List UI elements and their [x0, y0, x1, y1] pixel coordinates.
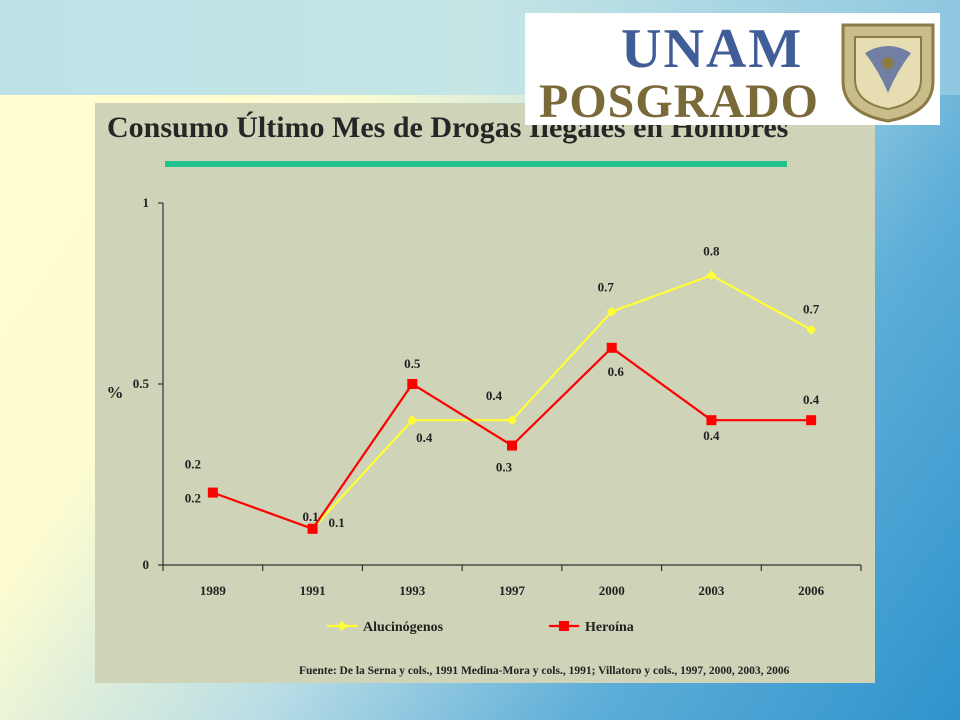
logo-text-top: UNAM — [621, 18, 803, 80]
y-tick-label: 0 — [143, 557, 150, 572]
unam-posgrado-logo: UNAM POSGRADO — [525, 13, 940, 125]
series-1-data-label: 0.4 — [703, 428, 720, 443]
legend-label-1: Heroína — [585, 620, 634, 635]
series-1-point — [507, 440, 517, 451]
series-1-data-label: 0.2 — [185, 491, 201, 506]
series-line-1 — [212, 346, 812, 531]
series-1-data-label: 0.3 — [496, 460, 513, 475]
series-1-data-label: 0.5 — [404, 356, 421, 371]
series-1-point — [559, 621, 569, 631]
series-1-data-label: 0.4 — [803, 392, 820, 407]
chart-panel: Consumo Último Mes de Drogas Ilegales en… — [95, 103, 875, 683]
series-0-point — [407, 415, 418, 426]
series-line-0 — [311, 274, 812, 530]
legend-label-0: Alucinógenos — [363, 620, 444, 635]
x-tick-label: 2006 — [798, 583, 825, 598]
y-tick-label: 1 — [143, 195, 150, 210]
series-0-point — [507, 415, 517, 426]
series-1-point — [207, 487, 218, 498]
x-tick-label: 1991 — [300, 583, 326, 598]
title-underline — [165, 161, 787, 167]
series-0-data-label: 0.7 — [598, 280, 615, 295]
series-0-point — [806, 324, 817, 335]
series-1-point — [307, 523, 318, 534]
series-1-point — [606, 342, 617, 353]
x-tick-label: 1993 — [399, 583, 426, 598]
series-0-data-label: 0.2 — [185, 457, 201, 472]
series-0-data-label: 0.4 — [486, 388, 503, 403]
series-1-data-label: 0.1 — [328, 515, 344, 530]
series-1-point — [706, 415, 717, 426]
series-0-point — [606, 306, 617, 317]
series-1-data-label: 0.6 — [608, 364, 625, 379]
series-0-data-label: 0.7 — [803, 302, 820, 317]
logo-text-bottom: POSGRADO — [539, 75, 819, 125]
unam-seal-icon — [841, 23, 935, 123]
source-note: Fuente: De la Serna y cols., 1991 Medina… — [299, 665, 790, 677]
logo-graphic: UNAM POSGRADO — [539, 18, 935, 125]
series-0-data-label: 0.8 — [703, 243, 720, 258]
series-1-point — [806, 415, 817, 426]
y-axis-label: % — [107, 383, 124, 402]
series-0-point — [337, 621, 347, 631]
series-0-point — [706, 270, 717, 281]
x-tick-label: 1989 — [200, 583, 227, 598]
line-chart: 0 0.5 1% 1989 1991 1993 1997 2000 2003 2006 0.2 0.1… — [107, 195, 862, 635]
y-tick-label: 0.5 — [133, 376, 150, 391]
x-tick-label: 2000 — [599, 583, 625, 598]
series-0-data-label: 0.4 — [416, 430, 433, 445]
series-1-point — [407, 379, 418, 389]
x-tick-label: 1997 — [499, 583, 526, 598]
x-tick-label: 2003 — [698, 583, 725, 598]
series-0-data-label: 0.1 — [302, 509, 318, 524]
